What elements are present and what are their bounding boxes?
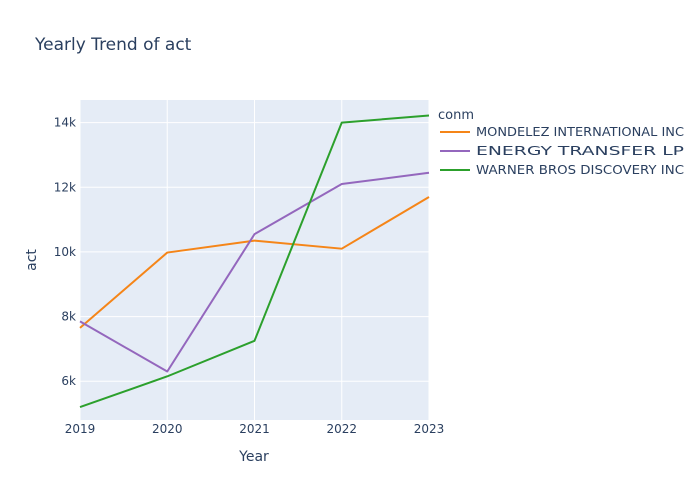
chart-title: Yearly Trend of act (34, 35, 192, 55)
x-tick-label: 2021 (239, 422, 270, 436)
x-tick-label: 2022 (326, 422, 357, 436)
legend-label: WARNER BROS DISCOVERY INC (476, 163, 684, 177)
x-axis-ticks: 2019 2020 2021 2022 2023 (65, 422, 445, 436)
y-tick-label: 8k (61, 310, 76, 324)
legend-item[interactable]: MONDELEZ INTERNATIONAL INC (440, 125, 684, 139)
series-line (79, 114, 430, 409)
legend-label: ENERGY TRANSFER LP (476, 144, 684, 158)
x-tick-label: 2019 (65, 422, 96, 436)
legend-item[interactable]: WARNER BROS DISCOVERY INC (440, 163, 684, 177)
legend-label: MONDELEZ INTERNATIONAL INC (476, 125, 684, 139)
y-tick-label: 6k (61, 374, 76, 388)
series-line (79, 196, 430, 329)
y-tick-label: 10k (54, 245, 76, 259)
legend-item[interactable]: ENERGY TRANSFER LP (440, 144, 684, 158)
x-tick-label: 2023 (414, 422, 445, 436)
gridlines (79, 100, 430, 420)
series-line (79, 171, 430, 373)
x-axis-title: Year (238, 449, 269, 465)
legend-title: conm (438, 108, 474, 123)
legend[interactable]: MONDELEZ INTERNATIONAL INC ENERGY TRANSFE… (440, 125, 684, 177)
y-axis-ticks: 6k 8k 10k 12k 14k (54, 116, 76, 389)
y-tick-label: 14k (54, 116, 76, 130)
x-tick-label: 2020 (152, 422, 183, 436)
y-axis-title: act (24, 249, 40, 271)
series-lines (79, 114, 430, 409)
y-tick-label: 12k (54, 180, 76, 194)
